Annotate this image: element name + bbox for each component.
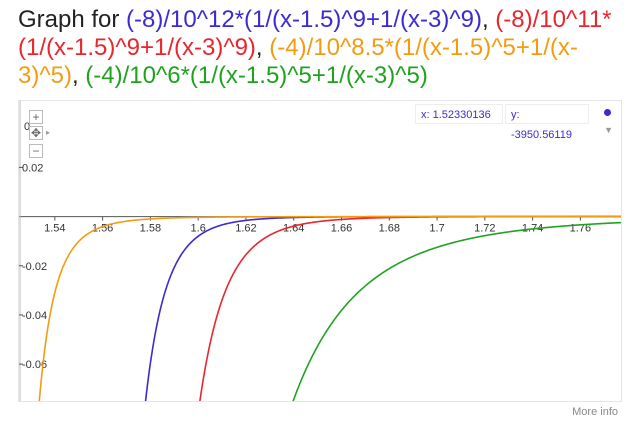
series-line[interactable] [19, 215, 621, 401]
zoom-out-button[interactable]: − [29, 144, 43, 158]
series-line[interactable] [19, 215, 621, 401]
y-coordinate-readout: y: -3950.56119 [505, 104, 589, 141]
separator: , [255, 34, 270, 61]
graph-title: Graph for (-8)/10^12*(1/(x-1.5)^9+1/(x-3… [18, 6, 630, 90]
y-tick-label: 0 [24, 121, 30, 133]
x-tick-label: 1.54 [44, 223, 65, 235]
zoom-in-button[interactable]: + [29, 110, 43, 124]
x-tick-label: 1.66 [331, 223, 352, 235]
formula-4: (-4)/10^6*(1/(x-1.5)^5+1/(x-3)^5) [85, 62, 428, 89]
series-selector-dot[interactable] [604, 109, 611, 116]
y-tick-label: 0.02 [22, 162, 43, 174]
y-tick-label: -0.06 [22, 359, 47, 371]
x-tick-label: 1.72 [474, 223, 495, 235]
series-line[interactable] [19, 215, 621, 401]
separator: , [481, 6, 496, 33]
separator: , [71, 62, 86, 89]
x-tick-label: 1.7 [429, 223, 444, 235]
x-tick-label: 1.62 [235, 223, 256, 235]
series-line[interactable] [19, 221, 621, 401]
x-tick-label: 1.68 [379, 223, 400, 235]
chart-svg[interactable]: 1.54 1.56 1.58 1.6 1.62 1.64 1.66 1.68 1.7 1.72 1.… [19, 101, 621, 401]
series-dropdown-arrow-icon[interactable]: ▼ [604, 125, 613, 135]
pan-right-arrow-icon[interactable]: ▸ [46, 128, 51, 137]
graph-canvas[interactable]: 1.54 1.56 1.58 1.6 1.62 1.64 1.66 1.68 1.7 1.72 1.… [18, 100, 622, 402]
formula-1: (-8)/10^12*(1/(x-1.5)^9+1/(x-3)^9) [126, 6, 482, 33]
x-tick-label: 1.58 [140, 223, 161, 235]
y-tick-label: -0.02 [22, 261, 47, 273]
y-tick-label: -0.04 [22, 310, 47, 322]
more-info-link[interactable]: More info [572, 406, 618, 418]
pan-control[interactable]: ✥ [29, 126, 43, 140]
title-prefix: Graph for [18, 6, 127, 33]
x-coordinate-readout: x: 1.52330136 [415, 104, 503, 124]
x-tick-label: 1.6 [191, 223, 206, 235]
formula-2: (-8)/10^11*(1/(x-1.5)^9+1/(x-3)^9) [18, 6, 612, 61]
formula-3: (-4)/10^8.5*(1/(x-1.5)^5+1/(x-3)^5) [18, 34, 578, 89]
